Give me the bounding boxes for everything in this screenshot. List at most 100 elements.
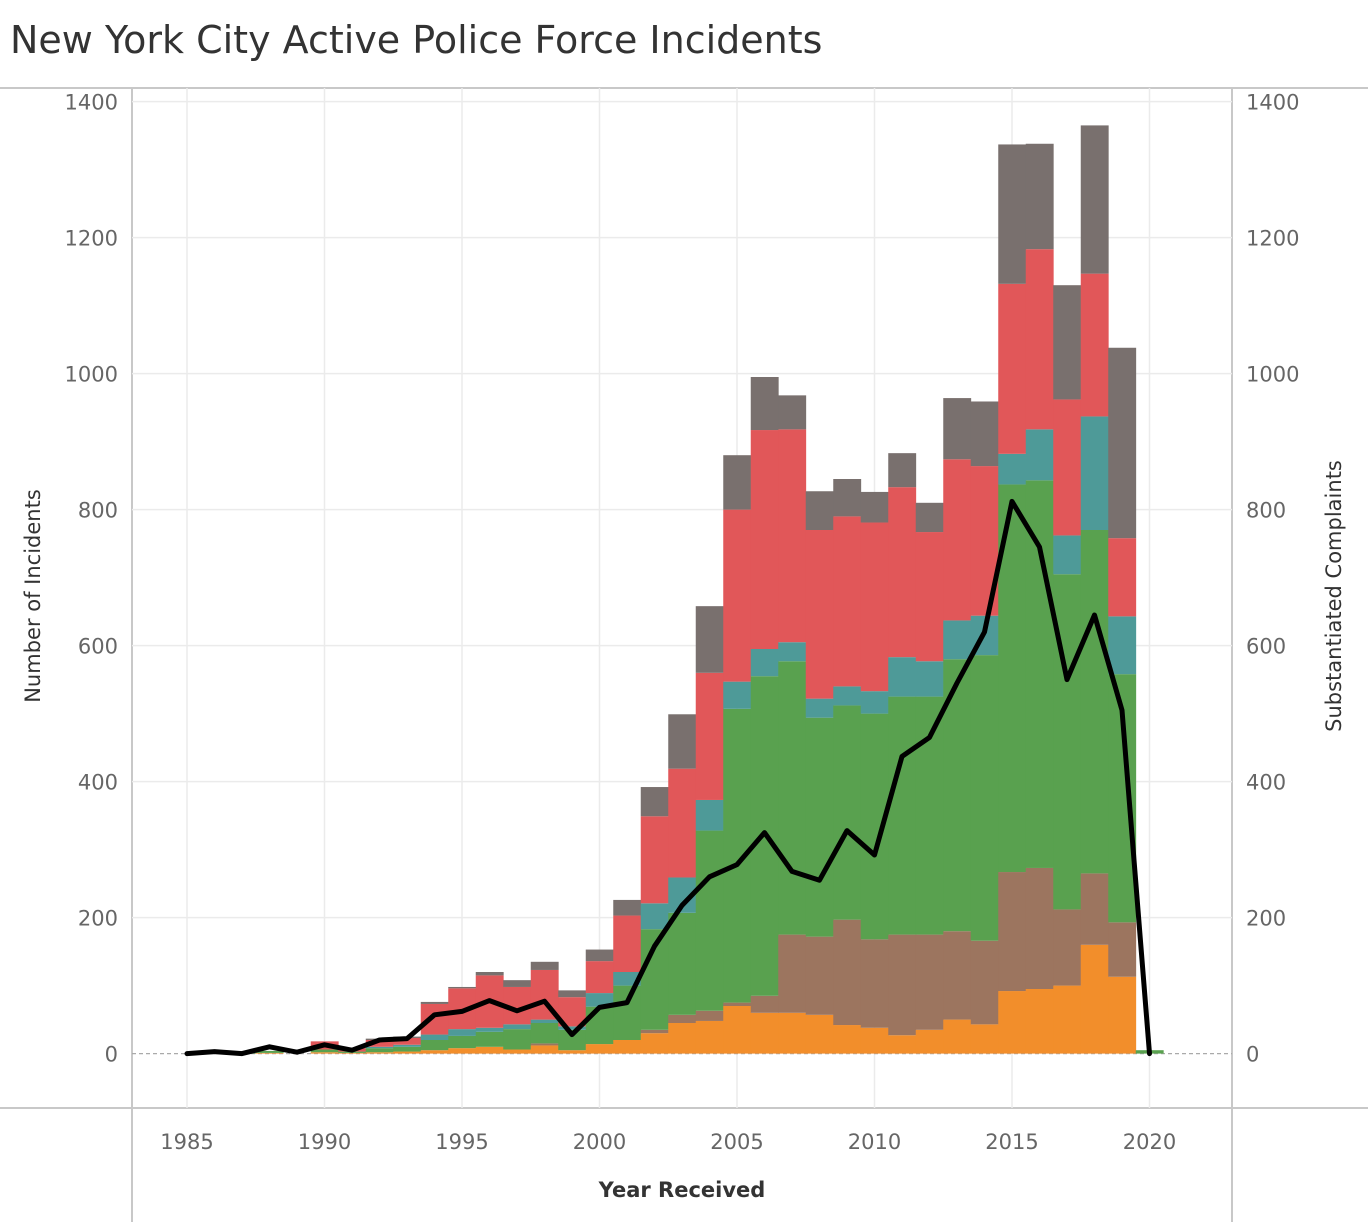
bar-segment xyxy=(1053,399,1082,536)
bar-segment xyxy=(943,398,972,460)
bar-segment xyxy=(888,657,917,697)
x-tick-label: 1990 xyxy=(298,1130,351,1154)
bar-segment xyxy=(365,1040,394,1047)
bar-segment xyxy=(888,1035,917,1054)
y2-axis-title: Substantiated Complaints xyxy=(1322,460,1346,732)
bar-segment xyxy=(750,649,779,677)
y-tick-label: 1400 xyxy=(65,91,118,115)
bar-segment xyxy=(888,934,917,1036)
bar-segment xyxy=(640,816,669,904)
bar-segment xyxy=(475,972,504,976)
bar-segment xyxy=(530,1043,559,1046)
bar-segment xyxy=(833,516,862,687)
y-tick-label: 0 xyxy=(105,1043,118,1067)
bar-segment xyxy=(365,1052,394,1054)
bar-segment xyxy=(998,453,1027,485)
y-tick-label: 400 xyxy=(78,771,118,795)
bar-segment xyxy=(613,1040,642,1054)
substantiated-line xyxy=(184,498,1152,1057)
chart-frame xyxy=(0,87,1368,1222)
bar-segment xyxy=(888,453,917,488)
bar-segment xyxy=(695,830,724,1011)
bar-segment xyxy=(723,681,752,709)
bar-segment xyxy=(998,144,1027,284)
bar-segment xyxy=(310,1049,339,1053)
bar-segment xyxy=(750,430,779,649)
bar-segment xyxy=(750,1012,779,1054)
left-axis-ticks: 0 200 400 600 800 1000 1200 1400 xyxy=(65,91,118,1067)
bar-segment xyxy=(860,691,889,714)
bar-segment xyxy=(805,698,834,718)
y-tick-label: 1200 xyxy=(65,227,118,251)
bar-segment xyxy=(970,1024,999,1054)
bar-segment xyxy=(723,1002,752,1006)
bar-segment xyxy=(475,1027,504,1032)
y2-tick-label: 400 xyxy=(1246,771,1286,795)
x-tick-label: 2000 xyxy=(573,1130,626,1154)
bar-segment xyxy=(1108,347,1137,539)
bar-segment xyxy=(778,934,807,1013)
bar-segment xyxy=(448,1029,477,1036)
bar-segment xyxy=(530,1045,559,1054)
y-tick-label: 600 xyxy=(78,635,118,659)
bar-segment xyxy=(310,1052,339,1054)
bar-segment xyxy=(1080,530,1109,874)
bar-segment xyxy=(1108,922,1137,977)
bar-segment xyxy=(558,990,587,998)
stacked-bars xyxy=(200,125,1164,1054)
bar-segment xyxy=(888,487,917,658)
bar-segment xyxy=(1025,989,1054,1054)
bar-segment xyxy=(998,283,1027,454)
bar-segment xyxy=(668,768,697,878)
bar-segment xyxy=(860,939,889,1028)
bar-segment xyxy=(750,377,779,431)
bar-segment xyxy=(668,912,697,1015)
bar-segment xyxy=(833,479,862,517)
bar-segment xyxy=(585,1044,614,1054)
x-tick-label: 2010 xyxy=(848,1130,901,1154)
bar-segment xyxy=(695,1010,724,1021)
bar-segment xyxy=(1025,143,1054,250)
bar-segment xyxy=(915,502,944,533)
x-tick-label: 2015 xyxy=(985,1130,1038,1154)
bar-segment xyxy=(1053,909,1082,986)
y2-tick-label: 1400 xyxy=(1246,91,1299,115)
bar-segment xyxy=(1080,944,1109,1054)
bar-segment xyxy=(668,1014,697,1023)
bar-segment xyxy=(1108,976,1137,1054)
line-path xyxy=(184,498,1152,1057)
x-tick-label: 2020 xyxy=(1123,1130,1176,1154)
bar-segment xyxy=(833,1025,862,1054)
bar-segment xyxy=(530,1023,559,1044)
bar-segment xyxy=(503,1029,532,1050)
bar-segment xyxy=(503,1049,532,1054)
y2-tick-label: 600 xyxy=(1246,635,1286,659)
bar-segment xyxy=(970,655,999,941)
bar-segment xyxy=(695,672,724,800)
bar-segment xyxy=(255,1050,284,1053)
bar-segment xyxy=(530,1019,559,1023)
bar-segment xyxy=(723,509,752,682)
y2-tick-label: 800 xyxy=(1246,499,1286,523)
bar-segment xyxy=(998,872,1027,992)
bar-segment xyxy=(558,1026,587,1030)
bar-segment xyxy=(448,1048,477,1054)
bar-segment xyxy=(723,1006,752,1054)
bar-segment xyxy=(860,491,889,523)
bar-segment xyxy=(943,931,972,1020)
bar-segment xyxy=(915,1029,944,1054)
bar-segment xyxy=(503,1024,532,1030)
bar-segment xyxy=(723,455,752,510)
y2-tick-label: 0 xyxy=(1246,1043,1259,1067)
bar-segment xyxy=(888,696,917,935)
bar-segment xyxy=(585,961,614,994)
bar-segment xyxy=(558,1050,587,1054)
bar-segment xyxy=(805,530,834,699)
bar-segment xyxy=(530,961,559,970)
bar-segment xyxy=(640,903,669,930)
bar-segment xyxy=(475,1046,504,1054)
bar-segment xyxy=(393,1046,422,1052)
bar-segment xyxy=(420,1034,449,1040)
y-tick-label: 1000 xyxy=(65,363,118,387)
